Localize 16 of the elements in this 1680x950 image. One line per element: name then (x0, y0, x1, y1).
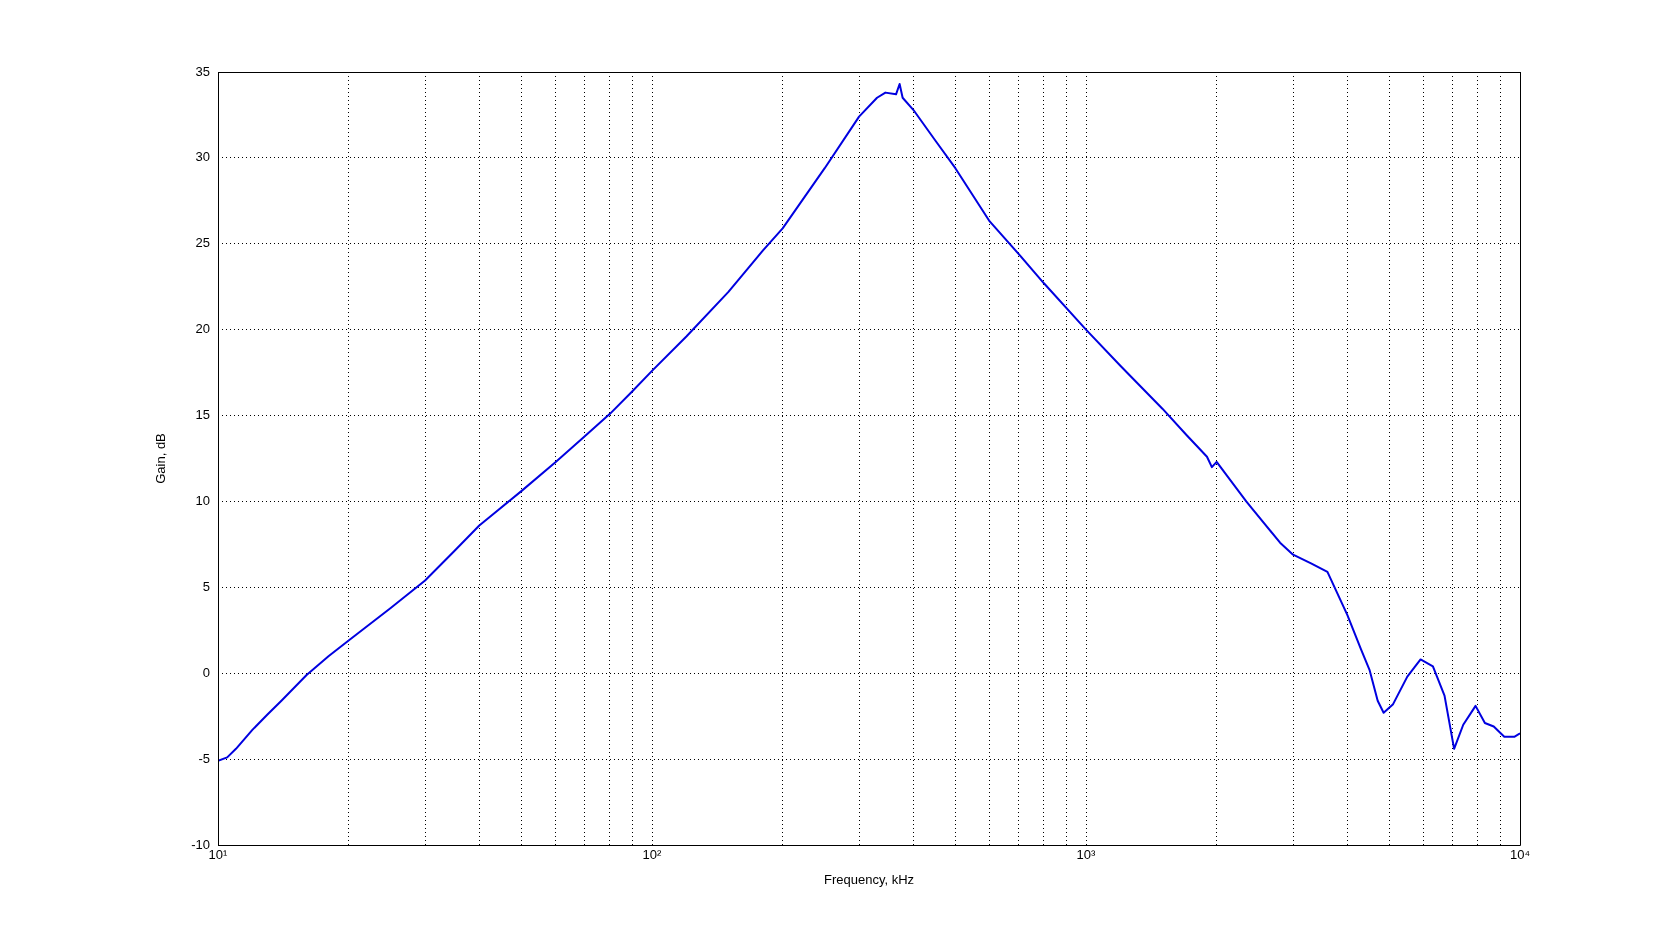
x-tick-label: 10¹ (208, 847, 229, 863)
y-tick-label: 25 (195, 235, 210, 251)
x-tick-label: 10³ (1076, 847, 1097, 863)
y-tick-label: 15 (195, 407, 210, 423)
x-tick-label: 10⁴ (1509, 847, 1531, 863)
y-tick-label: 20 (195, 321, 210, 337)
y-axis-title: Gain, dB (153, 433, 169, 484)
y-tick-label: 10 (195, 493, 210, 509)
y-tick-label: 35 (195, 63, 210, 79)
x-tick-label: 10² (642, 847, 663, 863)
y-tick-label: -5 (198, 750, 210, 766)
x-axis-title: Frequency, kHz (823, 871, 915, 887)
y-tick-label: 5 (202, 578, 210, 594)
y-tick-label: 0 (202, 664, 210, 680)
y-tick-label: -10 (191, 836, 210, 852)
y-tick-label: 30 (195, 149, 210, 165)
